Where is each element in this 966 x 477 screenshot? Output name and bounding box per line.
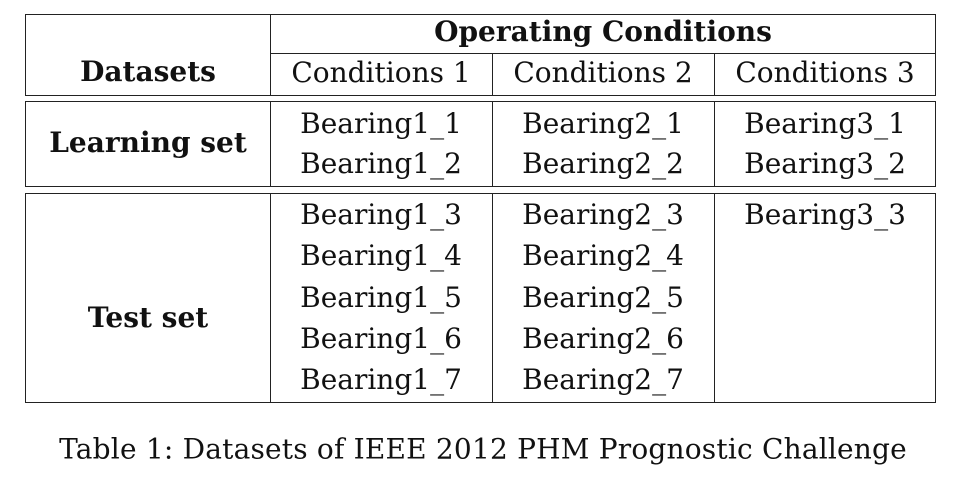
test-set-label: Test set <box>87 301 209 334</box>
table-cell: Bearing3_3 <box>744 198 906 231</box>
column-header-conditions-1: Conditions 1 <box>291 56 471 89</box>
header-column-divider-2 <box>714 53 715 96</box>
table-header <box>25 14 936 96</box>
learning-set-block <box>25 101 936 187</box>
table-cell: Bearing2_7 <box>522 363 684 396</box>
datasets-heading: Datasets <box>80 55 216 88</box>
table-cell: Bearing1_4 <box>300 239 462 272</box>
learning-set-label: Learning set <box>49 126 247 159</box>
table-caption: Table 1: Datasets of IEEE 2012 PHM Progn… <box>59 432 907 466</box>
table-cell: Bearing1_2 <box>300 147 462 180</box>
table-cell: Bearing1_1 <box>300 107 462 140</box>
operating-conditions-heading: Operating Conditions <box>434 15 772 48</box>
column-header-conditions-3: Conditions 3 <box>735 56 915 89</box>
table-cell: Bearing1_7 <box>300 363 462 396</box>
test-divider-2 <box>714 193 715 403</box>
table-cell: Bearing2_1 <box>522 107 684 140</box>
header-group-underline <box>270 53 936 54</box>
header-column-divider-1 <box>492 53 493 96</box>
table-cell: Bearing3_1 <box>744 107 906 140</box>
test-divider-label <box>270 193 271 403</box>
learning-divider-label <box>270 101 271 187</box>
table-cell: Bearing2_3 <box>522 198 684 231</box>
table-cell: Bearing2_5 <box>522 281 684 314</box>
table-cell: Bearing2_2 <box>522 147 684 180</box>
table-cell: Bearing1_3 <box>300 198 462 231</box>
table-cell: Bearing1_5 <box>300 281 462 314</box>
learning-divider-1 <box>492 101 493 187</box>
table-cell: Bearing2_4 <box>522 239 684 272</box>
test-set-block <box>25 193 936 403</box>
table-cell: Bearing2_6 <box>522 322 684 355</box>
header-divider-left <box>270 14 271 96</box>
test-divider-1 <box>492 193 493 403</box>
column-header-conditions-2: Conditions 2 <box>513 56 693 89</box>
table-cell: Bearing1_6 <box>300 322 462 355</box>
learning-divider-2 <box>714 101 715 187</box>
table-cell: Bearing3_2 <box>744 147 906 180</box>
